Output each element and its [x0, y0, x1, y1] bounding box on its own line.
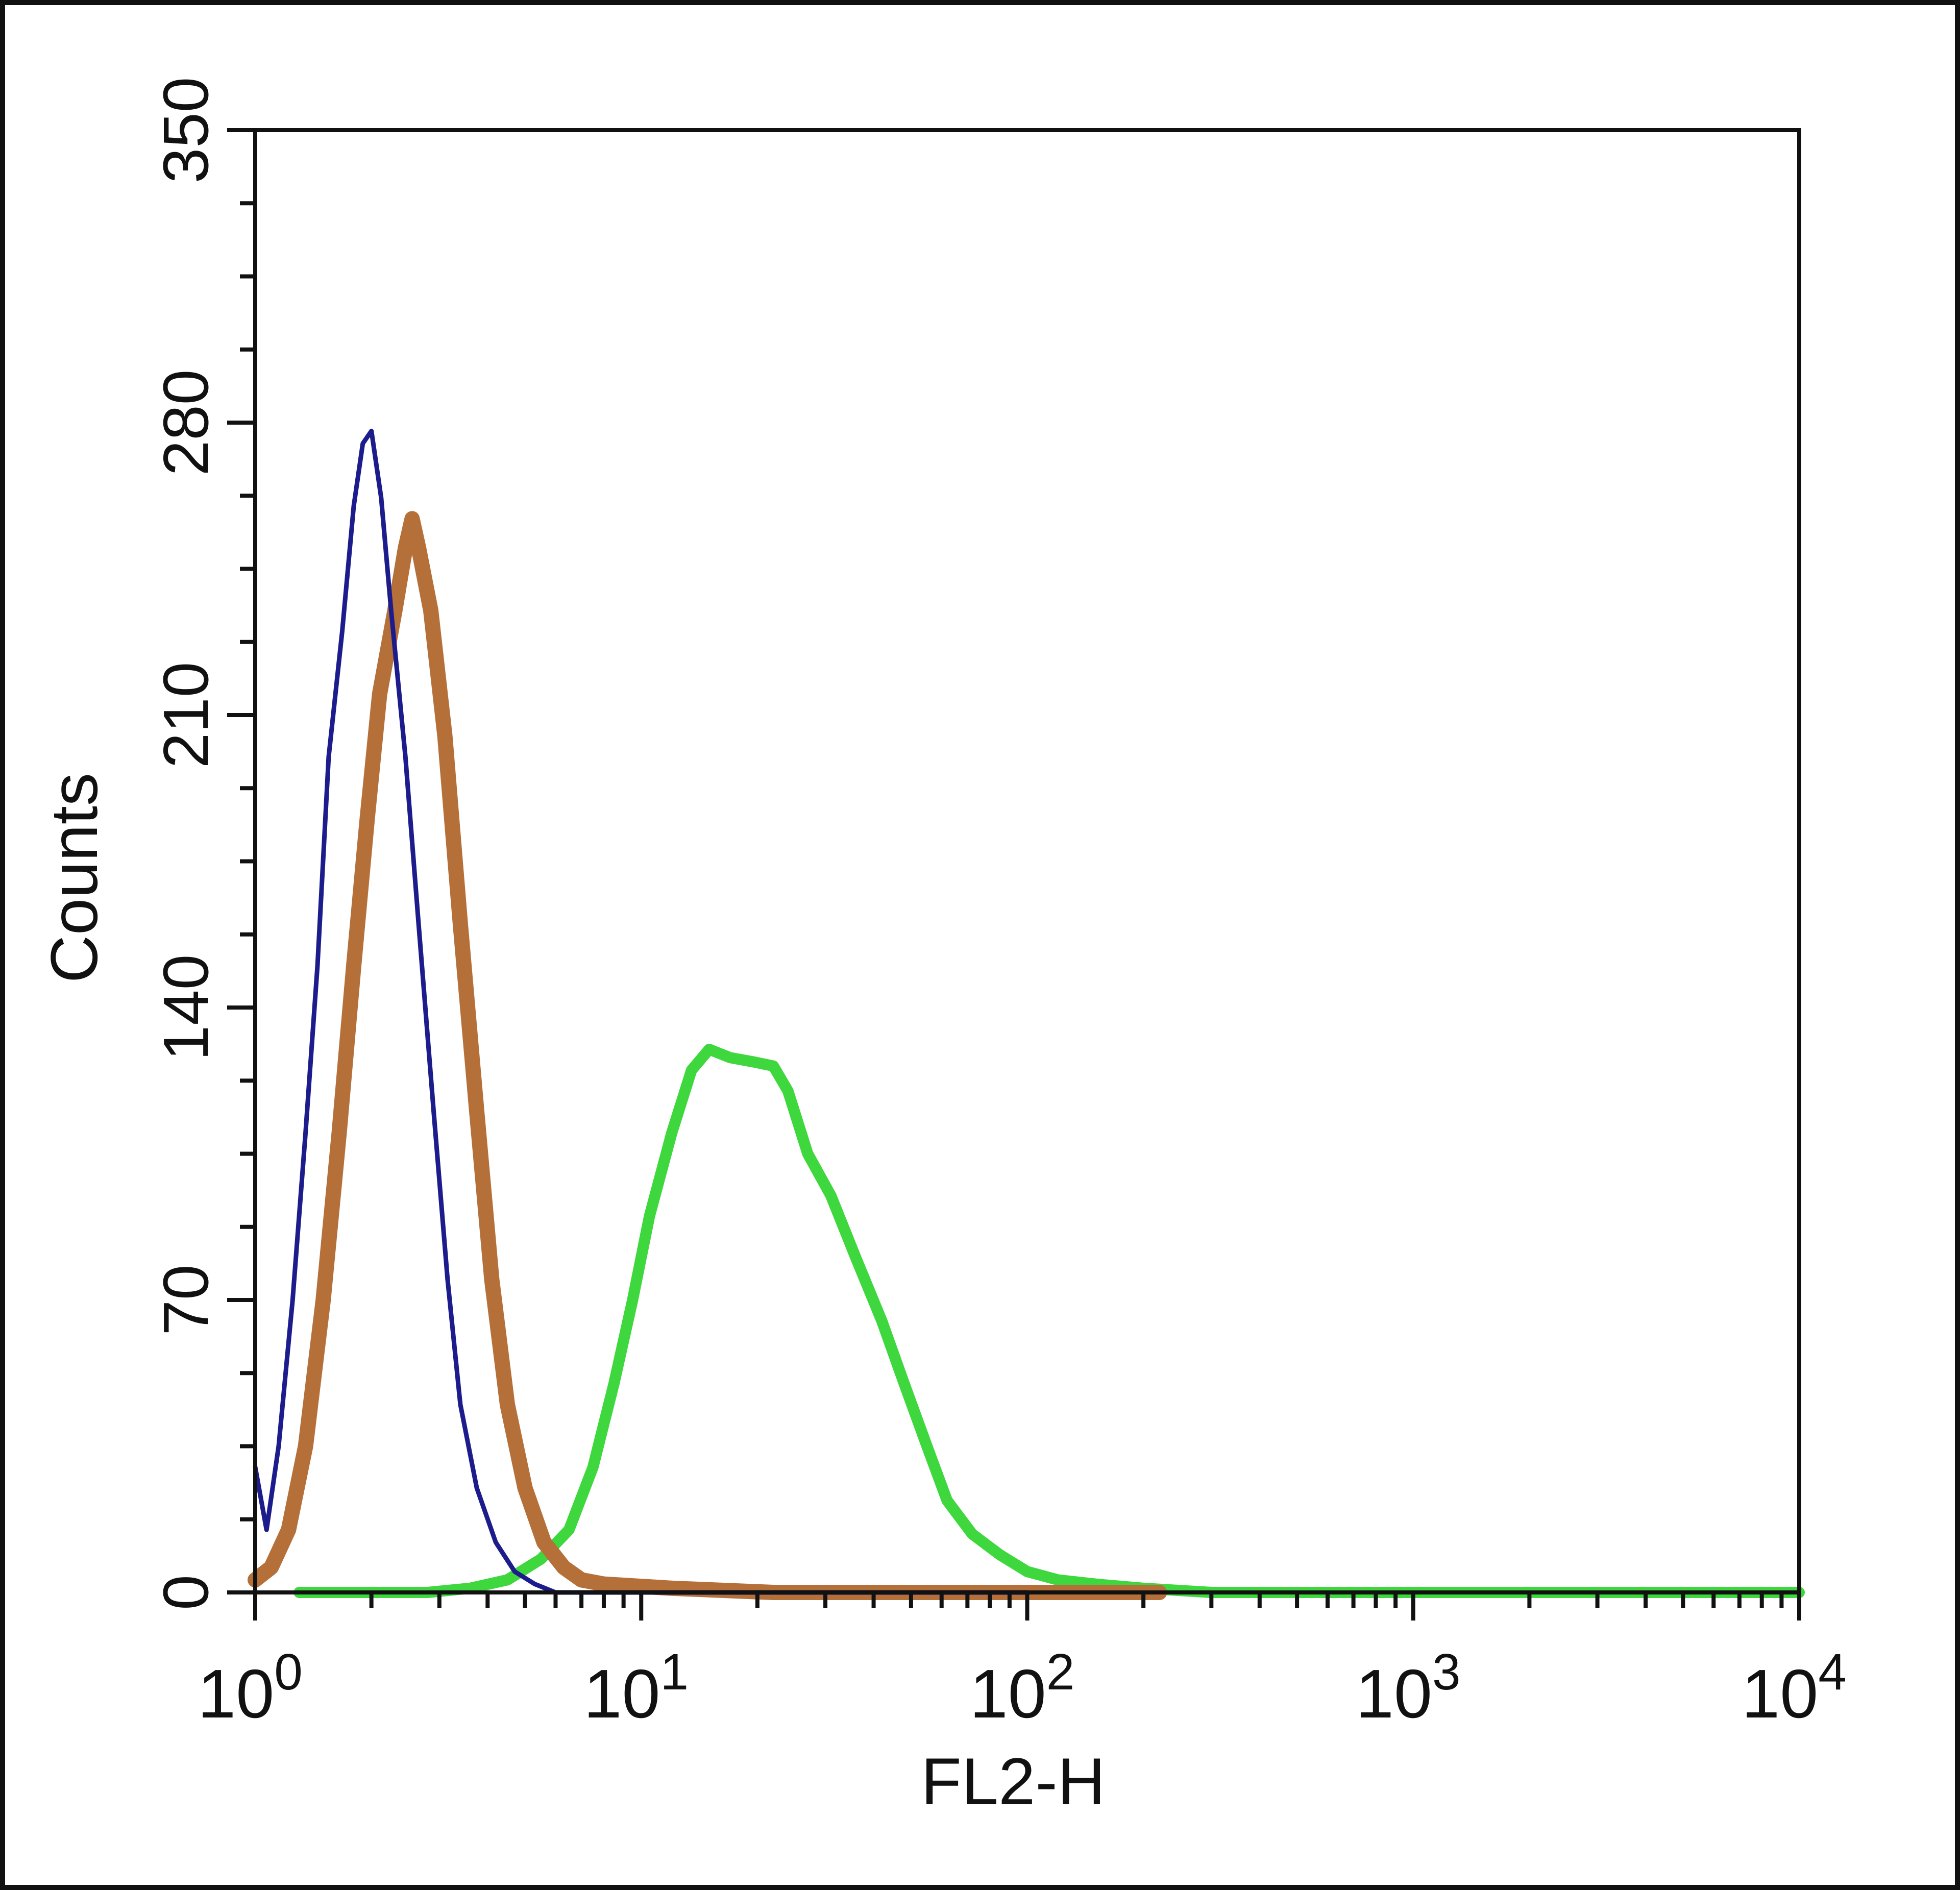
plot-area [253, 128, 1801, 1594]
x-tick-base: 10 [583, 1655, 660, 1732]
x-tick-base: 10 [198, 1655, 274, 1732]
x-tick-label: 104 [1742, 1643, 1847, 1732]
y-axis-label: Counts [37, 773, 111, 983]
x-tick-base: 10 [970, 1655, 1046, 1732]
y-tick-label: 0 [151, 1575, 222, 1610]
x-tick-exponent: 2 [1046, 1643, 1075, 1701]
x-tick-label: 102 [970, 1643, 1075, 1732]
x-tick-exponent: 3 [1432, 1643, 1461, 1701]
y-tick-label: 350 [151, 77, 222, 184]
series-line-3 [293, 1043, 1805, 1598]
x-tick-exponent: 4 [1818, 1643, 1847, 1701]
y-tick-label: 70 [151, 1264, 222, 1335]
x-tick-base: 10 [1742, 1655, 1818, 1732]
x-tick-label: 101 [583, 1643, 689, 1732]
series-line-1 [253, 428, 1030, 1595]
y-axis-label-group: Counts [37, 773, 111, 983]
y-tick-label: 210 [151, 662, 222, 769]
x-tick-exponent: 1 [660, 1643, 689, 1701]
x-tick-base: 10 [1356, 1655, 1432, 1732]
x-tick-label: 103 [1356, 1643, 1461, 1732]
series-line-2 [248, 511, 1167, 1600]
x-tick-label: 100 [198, 1643, 303, 1732]
x-axis-label: FL2-H [921, 1744, 1105, 1819]
series-layer [248, 428, 1805, 1600]
y-tick-label: 280 [151, 370, 222, 476]
x-tick-exponent: 0 [274, 1643, 303, 1701]
y-tick-label: 140 [151, 954, 222, 1061]
